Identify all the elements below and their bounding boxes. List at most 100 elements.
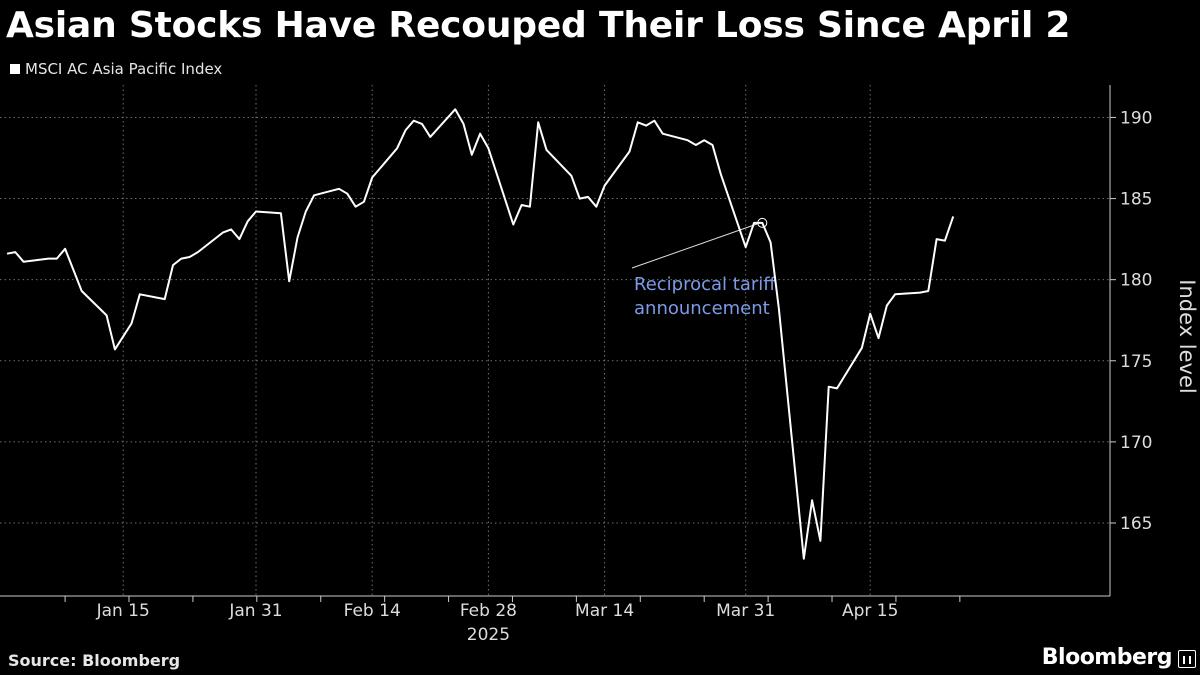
data-point — [595, 206, 597, 208]
data-point — [570, 175, 572, 177]
data-point — [189, 256, 191, 258]
data-point — [487, 147, 489, 149]
y-tick-label: 165 — [1120, 514, 1152, 534]
data-point — [927, 290, 929, 292]
data-point — [653, 120, 655, 122]
data-point — [106, 314, 108, 316]
data-point — [131, 322, 133, 324]
data-point — [81, 290, 83, 292]
data-point — [894, 293, 896, 295]
x-tick-label: Mar 14 — [575, 601, 634, 621]
data-point — [404, 129, 406, 131]
data-point — [14, 251, 16, 253]
data-point — [305, 211, 307, 213]
y-tick-label: 190 — [1120, 108, 1152, 128]
data-point — [454, 108, 456, 110]
x-tick-label: Jan 31 — [228, 601, 282, 621]
data-point — [770, 241, 772, 243]
x-tick-label: Jan 15 — [96, 601, 150, 621]
data-point — [463, 123, 465, 125]
data-point — [297, 236, 299, 238]
data-point — [537, 121, 539, 123]
data-point — [720, 173, 722, 175]
y-tick-label: 170 — [1120, 433, 1152, 453]
data-point — [778, 308, 780, 310]
data-point — [280, 212, 282, 214]
data-point — [180, 258, 182, 260]
data-point — [346, 193, 348, 195]
x-tick-label: Feb 28 — [460, 601, 517, 621]
data-point — [546, 149, 548, 151]
legend: MSCI AC Asia Pacific Index — [10, 60, 222, 78]
data-point — [197, 251, 199, 253]
data-point — [371, 176, 373, 178]
data-point — [363, 201, 365, 203]
data-point — [56, 258, 58, 260]
data-point — [662, 133, 664, 135]
y-tick-label: 185 — [1120, 190, 1152, 210]
data-point — [944, 240, 946, 242]
data-point — [836, 387, 838, 389]
data-point — [869, 313, 871, 315]
data-point — [512, 224, 514, 226]
data-point — [803, 558, 805, 560]
x-tick-label: Mar 31 — [716, 601, 775, 621]
brand-logo: Bloomberg — [1041, 645, 1173, 670]
data-point — [695, 144, 697, 146]
data-point — [122, 335, 124, 337]
data-point — [753, 222, 755, 224]
annotation-leader — [631, 223, 758, 269]
data-point — [886, 305, 888, 307]
data-point — [355, 206, 357, 208]
data-point — [936, 238, 938, 240]
data-point — [712, 144, 714, 146]
data-point — [828, 386, 830, 388]
data-point — [952, 215, 954, 217]
data-point — [222, 232, 224, 234]
data-point — [48, 258, 50, 260]
chart-title: Asian Stocks Have Recouped Their Loss Si… — [6, 5, 1071, 46]
series-line — [6, 108, 955, 560]
data-point — [396, 147, 398, 149]
data-point — [604, 185, 606, 187]
data-point — [529, 206, 531, 208]
data-point — [521, 204, 523, 206]
data-point — [247, 220, 249, 222]
data-point — [313, 194, 315, 196]
data-point — [861, 347, 863, 349]
source-label: Source: Bloomberg — [8, 651, 181, 670]
x-year-label: 2025 — [467, 625, 510, 645]
data-point — [919, 292, 921, 294]
data-point — [172, 264, 174, 266]
data-point — [421, 123, 423, 125]
data-point — [579, 198, 581, 200]
data-point — [587, 196, 589, 198]
data-point — [238, 238, 240, 240]
data-point — [338, 188, 340, 190]
data-point — [761, 222, 763, 224]
data-point — [6, 253, 8, 255]
data-point — [687, 139, 689, 141]
bloomberg-chart-icon — [1178, 650, 1196, 668]
data-point — [703, 139, 705, 141]
data-point — [811, 499, 813, 501]
data-point — [114, 348, 116, 350]
legend-swatch — [10, 64, 20, 74]
data-point — [637, 121, 639, 123]
data-point — [230, 228, 232, 230]
data-point — [819, 540, 821, 542]
data-point — [413, 120, 415, 122]
data-point — [878, 337, 880, 339]
x-tick-label: Feb 14 — [344, 601, 401, 621]
x-tick-label: Apr 15 — [842, 601, 898, 621]
data-point — [629, 151, 631, 153]
data-point — [288, 280, 290, 282]
annotation-text: announcement — [634, 298, 770, 319]
data-point — [745, 246, 747, 248]
data-point — [429, 136, 431, 138]
y-axis-title: Index level — [1175, 279, 1199, 393]
y-tick-label: 175 — [1120, 352, 1152, 372]
legend-label: MSCI AC Asia Pacific Index — [25, 60, 223, 78]
data-point — [255, 211, 257, 213]
